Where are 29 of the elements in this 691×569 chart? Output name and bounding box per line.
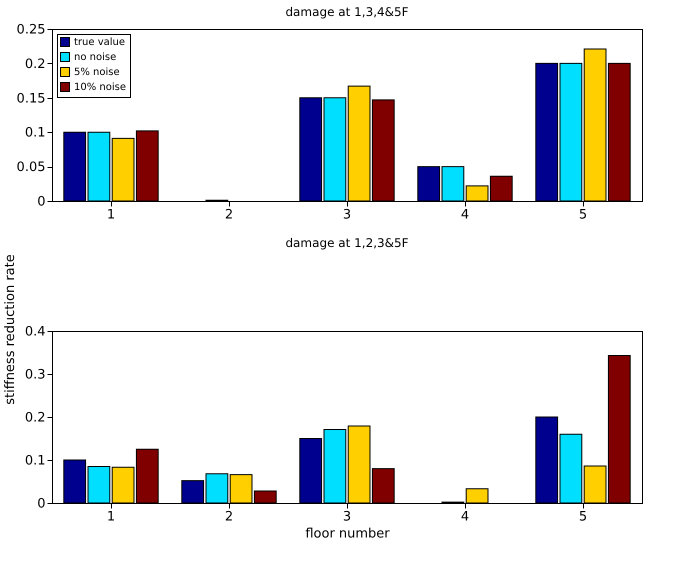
x-tick-label: 4 <box>460 510 470 524</box>
x-tick-label: 5 <box>578 208 588 222</box>
x-axis-title: floor number <box>305 526 390 542</box>
legend-label: 5% noise <box>74 67 120 78</box>
y-tick-label: 0.25 <box>16 22 46 38</box>
x-tick-label: 4 <box>460 208 470 222</box>
y-tick-label: 0 <box>37 496 46 512</box>
legend-label: no noise <box>74 52 116 63</box>
x-tick-label: 3 <box>342 208 352 222</box>
y-tick-label: 0.2 <box>24 410 46 426</box>
chart-title: damage at 1,2,3&5F <box>285 236 409 250</box>
chart-title: damage at 1,3,4&5F <box>285 5 409 19</box>
y-tick-label: 0.05 <box>16 160 46 176</box>
x-tick-label: 5 <box>578 510 588 524</box>
x-tick-label: 2 <box>224 510 234 524</box>
y-tick-label: 0 <box>37 194 46 210</box>
x-tick-label: 2 <box>224 208 234 222</box>
y-tick-label: 0.2 <box>24 56 46 72</box>
x-tick-label: 1 <box>106 510 116 524</box>
y-tick-label: 0.3 <box>24 368 46 382</box>
legend-label: 10% noise <box>74 82 126 93</box>
y-tick-label: 0.15 <box>16 91 46 106</box>
y-tick-label: 0.4 <box>24 324 46 340</box>
legend-label: true value <box>74 37 126 48</box>
x-tick-label: 1 <box>106 208 116 222</box>
y-axis-title: stiffness reduction rate <box>2 254 18 405</box>
y-tick-label: 0.1 <box>24 454 46 468</box>
y-tick-label: 0.1 <box>24 126 46 141</box>
x-tick-label: 3 <box>342 510 352 524</box>
